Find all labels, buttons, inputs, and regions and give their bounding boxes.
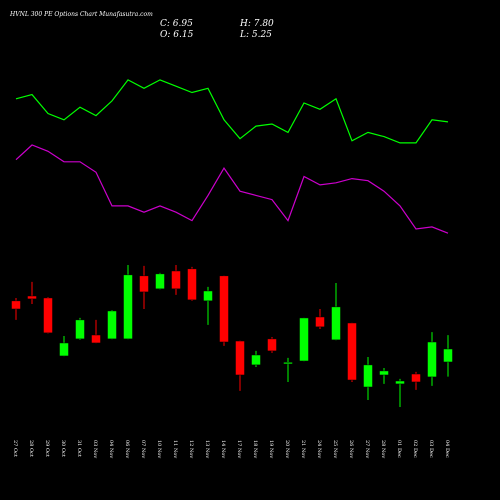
candle-body [299,317,309,362]
x-tick-label: 20 Nov [284,440,290,458]
x-tick-label: 30 Oct [60,440,66,457]
x-tick-label: 31 Oct [76,440,82,457]
candle-body [363,364,373,388]
x-tick-label: 02 Dec [412,440,418,458]
candle-body [91,334,101,344]
x-tick-label: 01 Dec [396,440,402,458]
x-tick-label: 28 Nov [380,440,386,458]
candle-body [267,338,277,352]
high-label: H: 7.80 [239,19,274,29]
candle-body [379,370,389,376]
candle-body [331,306,341,341]
indicator-line [15,144,449,234]
candle-body [75,319,85,340]
x-tick-label: 21 Nov [300,440,306,458]
candle-body [107,310,117,340]
x-tick-label: 03 Nov [92,440,98,458]
x-tick-label: 11 Nov [172,440,178,458]
candle-body [347,322,357,381]
low-label: L: 5.25 [239,30,272,40]
candle-body [187,268,197,301]
candle-body [315,316,325,328]
candle-body [427,341,437,378]
close-label: C: 6.95 [160,19,193,29]
x-tick-label: 25 Nov [332,440,338,458]
x-tick-label: 18 Nov [252,440,258,458]
candle-body [219,275,229,343]
x-tick-label: 19 Nov [268,440,274,458]
chart-title: HVNL 300 PE Options Chart Munafasutra.co… [9,11,153,18]
x-tick-label: 04 Dec [444,440,450,458]
x-tick-label: 24 Nov [316,440,322,458]
candle-body [27,295,37,300]
open-label: O: 6.15 [160,30,194,40]
x-tick-label: 07 Nov [140,440,146,458]
x-tick-label: 04 Nov [108,440,114,458]
candle-body [251,354,261,366]
candle-body [139,275,149,293]
candle-body [59,342,69,357]
candle-body [411,373,421,383]
x-tick-label: 26 Nov [348,440,354,458]
x-tick-label: 29 Oct [44,440,50,457]
x-tick-label: 10 Nov [156,440,162,458]
x-tick-label: 27 Oct [12,440,18,457]
x-tick-label: 28 Oct [28,440,34,457]
candle-body [123,274,133,340]
candle-body [283,362,293,365]
x-tick-label: 06 Nov [124,440,130,458]
candle-body [443,348,453,363]
x-tick-label: 17 Nov [236,440,242,458]
candle-body [43,297,53,334]
indicator-line [15,79,449,144]
x-tick-label: 03 Dec [428,440,434,458]
x-tick-label: 27 Nov [364,440,370,458]
candle-body [395,380,405,385]
candle-body [11,300,21,310]
candle-body [235,340,245,376]
x-tick-label: 14 Nov [220,440,226,458]
x-tick-label: 13 Nov [204,440,210,458]
candle-body [171,270,181,290]
x-tick-label: 12 Nov [188,440,194,458]
candle-body [203,290,213,302]
candle-body [155,273,165,290]
